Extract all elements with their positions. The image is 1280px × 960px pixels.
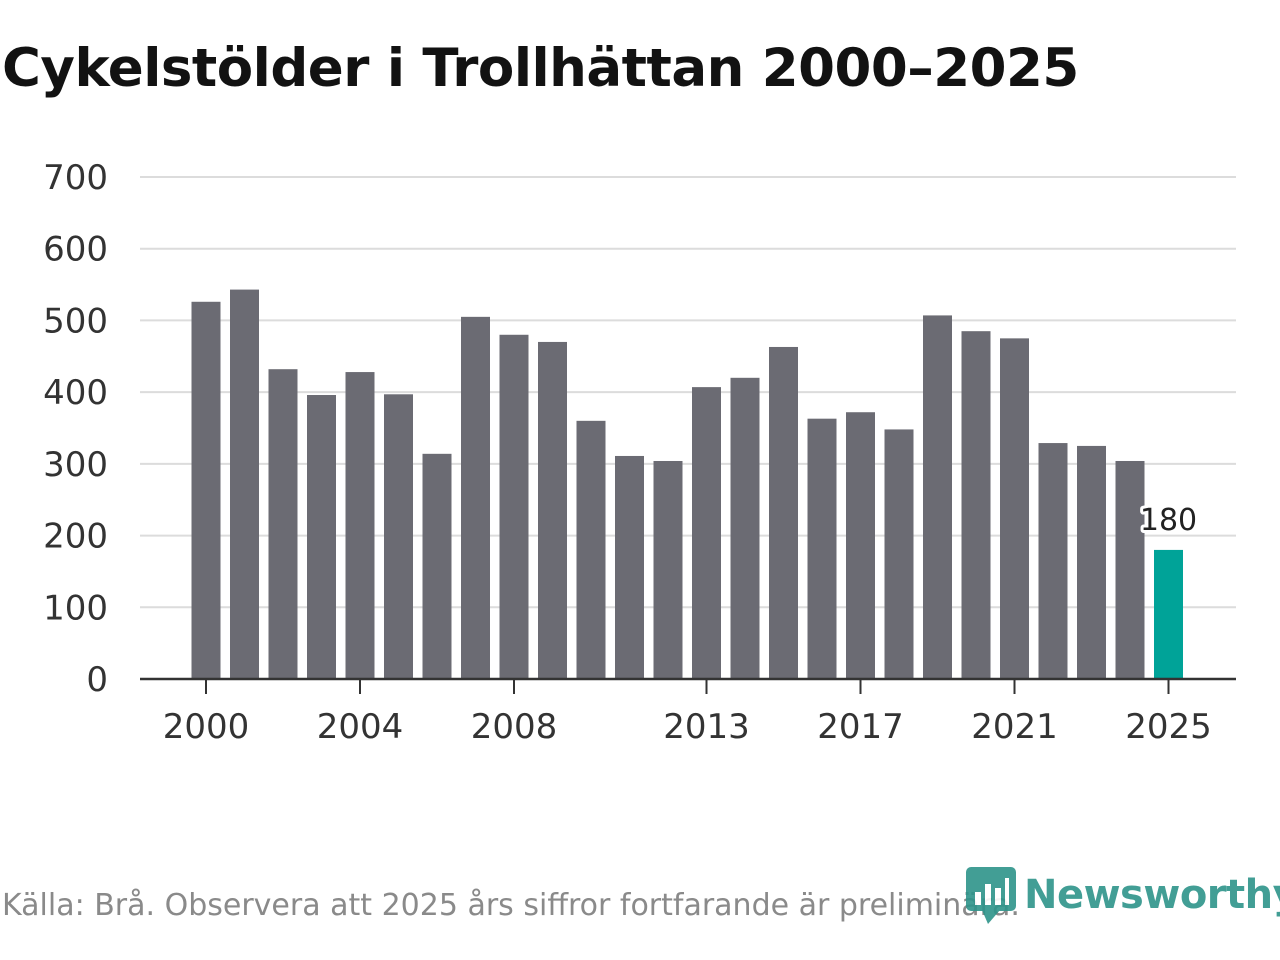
bar-2000 xyxy=(191,301,221,679)
brand-logo: Newsworthy xyxy=(966,864,1280,926)
x-tick-label-2008: 2008 xyxy=(471,707,558,747)
y-tick-label-700: 700 xyxy=(43,158,108,198)
bar-2023 xyxy=(1077,445,1106,679)
newsworthy-logo-icon xyxy=(966,867,1016,924)
bar-2018 xyxy=(884,429,914,679)
bar-2007 xyxy=(461,316,490,679)
bar-2022 xyxy=(1038,443,1068,679)
bar-2011 xyxy=(615,455,644,679)
bar-2020 xyxy=(961,331,991,679)
x-tick-label-2004: 2004 xyxy=(317,707,404,747)
bar-2015 xyxy=(769,346,798,679)
bar-2003 xyxy=(307,395,336,679)
x-axis xyxy=(140,677,1236,694)
bar-2016 xyxy=(807,418,837,679)
x-tick-label-2000: 2000 xyxy=(163,707,250,747)
bar-2013 xyxy=(692,387,721,679)
bar-2002 xyxy=(268,369,298,679)
y-tick-label-100: 100 xyxy=(43,588,108,628)
y-tick-label-200: 200 xyxy=(43,517,108,557)
chart-title: Cykelstölder i Trollhättan 2000–2025 xyxy=(2,38,1079,99)
x-tick-label-2013: 2013 xyxy=(663,707,750,747)
bar-2001 xyxy=(230,289,259,679)
data-label-2025: 180 xyxy=(1140,503,1197,538)
bars xyxy=(191,289,1183,679)
bar-2014 xyxy=(730,377,760,679)
x-tick-label-2025: 2025 xyxy=(1125,707,1212,747)
x-axis-labels: 2000 2004 2008 2013 2017 2021 2025 xyxy=(163,707,1212,747)
bar-2021 xyxy=(1000,338,1029,679)
x-tick-label-2017: 2017 xyxy=(817,707,904,747)
bar-2004 xyxy=(345,372,375,679)
bar-2009 xyxy=(538,341,567,679)
brand-name: Newsworthy xyxy=(1024,872,1280,918)
bar-2012 xyxy=(653,460,683,679)
y-tick-label-600: 600 xyxy=(43,230,108,270)
y-axis-labels: 0 100 200 300 400 500 600 700 xyxy=(43,158,108,700)
bar-2006 xyxy=(422,453,452,679)
y-tick-label-0: 0 xyxy=(86,660,108,700)
bar-2008 xyxy=(499,334,529,679)
gridlines xyxy=(140,176,1236,609)
bar-2019 xyxy=(923,315,952,679)
bar-2017 xyxy=(846,412,875,679)
x-tick-label-2021: 2021 xyxy=(971,707,1058,747)
y-tick-label-400: 400 xyxy=(43,373,108,413)
y-tick-label-500: 500 xyxy=(43,301,108,341)
data-labels: 180 xyxy=(1137,500,1200,541)
source-note: Källa: Brå. Observera att 2025 års siffr… xyxy=(2,888,1020,923)
bar-2024 xyxy=(1115,460,1145,679)
bar-2005 xyxy=(384,394,413,679)
y-tick-label-300: 300 xyxy=(43,445,108,485)
bar-2010 xyxy=(576,420,606,679)
bar-2025 xyxy=(1154,549,1183,679)
